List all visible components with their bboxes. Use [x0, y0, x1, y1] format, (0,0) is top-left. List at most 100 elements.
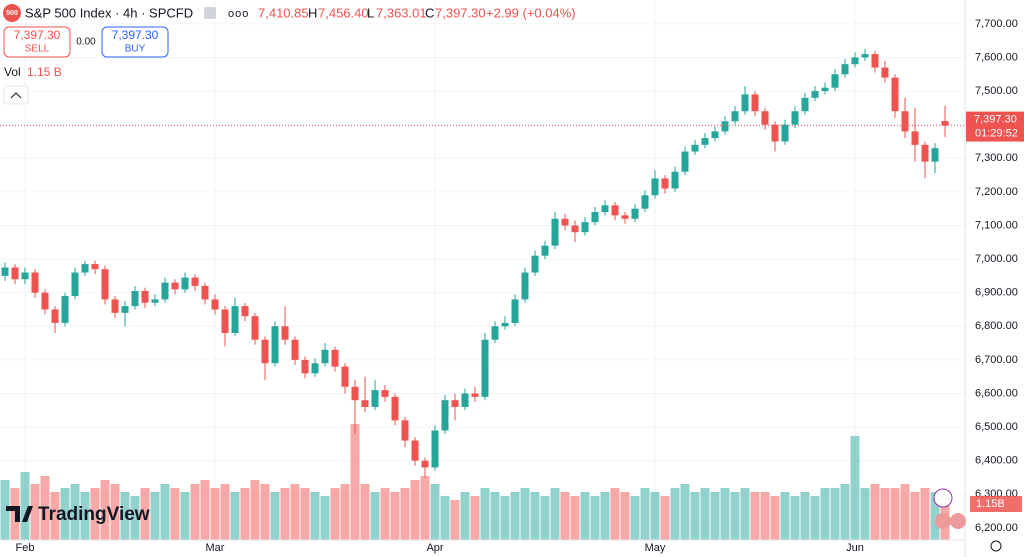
candle-body [411, 440, 419, 461]
volume-bar [480, 488, 490, 540]
candle-body [611, 205, 619, 216]
volume-bar [170, 488, 180, 540]
candle-body [121, 306, 129, 313]
volume-bar [590, 496, 600, 540]
sell-button[interactable] [3, 26, 71, 58]
volume-bar [250, 480, 260, 540]
volume-bar [40, 476, 50, 540]
volume-label-box [970, 496, 1022, 512]
volume-bar [90, 488, 100, 540]
volume-bar [930, 492, 940, 540]
volume-bar [520, 488, 530, 540]
volume-bar [910, 492, 920, 540]
volume-bar [890, 488, 900, 540]
volume-bar [110, 484, 120, 540]
volume-bar [200, 480, 210, 540]
volume-bar [560, 492, 570, 540]
event-icon[interactable] [950, 513, 966, 529]
candle-body [591, 212, 599, 223]
buy-price: 7,397.30 [112, 28, 159, 42]
volume-bar [490, 492, 500, 540]
volume-bar [760, 492, 770, 540]
volume-bar [100, 480, 110, 540]
candle-body [471, 393, 479, 397]
volume-legend-value: 1.15 B [27, 65, 62, 79]
y-tick-label: 7,500.00 [975, 85, 1018, 97]
buy-label: BUY [125, 44, 146, 55]
volume-bar [270, 492, 280, 540]
close-value: 7,397.30 [435, 5, 486, 20]
candle-body [401, 420, 409, 441]
y-tick-label: 7,200.00 [975, 186, 1018, 198]
more-icon[interactable]: ooo [228, 8, 249, 20]
candle-body [291, 339, 299, 360]
candle-body [831, 74, 839, 88]
candle-body [721, 121, 729, 132]
collapse-button[interactable] [3, 85, 29, 105]
volume-label: 1.15B [976, 498, 1005, 510]
collapse-icon [10, 92, 22, 99]
volume-bar [550, 488, 560, 540]
candle-body [451, 400, 459, 407]
volume-bar [690, 492, 700, 540]
candle-body [381, 390, 389, 397]
buy-button[interactable] [101, 26, 169, 58]
event-icon[interactable] [935, 513, 951, 529]
x-tick-label: Apr [426, 542, 443, 554]
candle-body [61, 296, 69, 323]
candle-body [661, 178, 669, 189]
candle-body [281, 326, 289, 340]
candle-body [891, 77, 899, 112]
volume-bar [660, 496, 670, 540]
y-tick-label: 7,000.00 [975, 253, 1018, 265]
volume-bar [820, 488, 830, 540]
candle-body [371, 390, 379, 407]
candle-body [251, 316, 259, 340]
candle-body [511, 299, 519, 323]
candle-body [141, 291, 149, 303]
volume-bar [880, 488, 890, 540]
candles [0, 49, 965, 478]
candle-body [111, 299, 119, 313]
last-price-box [966, 111, 1024, 142]
volume-legend-label: Vol [4, 65, 21, 79]
candle-body [671, 171, 679, 189]
y-tick-label: 6,800.00 [975, 320, 1018, 332]
volume-bar [640, 488, 650, 540]
volume-bar [450, 500, 460, 540]
candle-body [541, 245, 549, 256]
candle-body [221, 309, 229, 334]
candle-body [821, 87, 829, 92]
candle-body [491, 326, 499, 340]
candle-body [201, 285, 209, 300]
low-value: 7,363.01 [376, 5, 427, 20]
y-tick-label: 6,700.00 [975, 354, 1018, 366]
candle-body [441, 400, 449, 431]
candle-body [101, 269, 109, 300]
volume-bar [20, 472, 30, 540]
close-label: C [425, 5, 434, 20]
volume-bar [700, 488, 710, 540]
volume-bar [620, 492, 630, 540]
candle-body [41, 292, 49, 310]
alert-icon[interactable] [933, 488, 953, 508]
spread: 0.00 [76, 37, 96, 48]
candle-body [351, 386, 359, 401]
candle-body [261, 339, 269, 364]
flag-icon[interactable] [204, 7, 216, 19]
volume-pane [0, 424, 950, 540]
x-tick-label: Jun [846, 542, 864, 554]
settings-icon[interactable] [990, 540, 1002, 552]
volume-bar [260, 484, 270, 540]
candle-body [51, 309, 59, 323]
candle-body [241, 306, 249, 317]
candle-body [911, 131, 919, 145]
y-tick-label: 7,700.00 [975, 18, 1018, 30]
volume-bar [830, 488, 840, 540]
volume-bar [150, 492, 160, 540]
y-tick-label: 7,300.00 [975, 152, 1018, 164]
y-tick-label: 6,500.00 [975, 421, 1018, 433]
symbol[interactable]: S&P 500 Index · 4h · SPCFD [25, 5, 193, 20]
volume-bar [610, 488, 620, 540]
volume-bar [810, 496, 820, 540]
